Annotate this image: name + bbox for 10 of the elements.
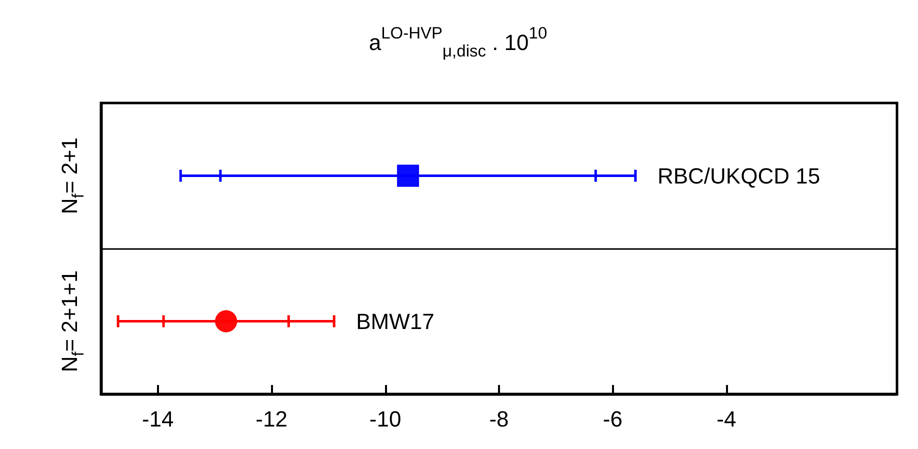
x-tick-label: -10 <box>369 406 402 432</box>
text: BMW17 <box>356 308 434 334</box>
y-tick-label: Nf= 2+1 <box>56 137 88 214</box>
x-tick-label: -6 <box>602 406 622 432</box>
y-tick-label: Nf= 2+1+1 <box>56 270 88 372</box>
text: RBC/UKQCD 15 <box>657 163 820 188</box>
x-tick-label: -8 <box>489 406 509 432</box>
x-tick-label: -12 <box>256 406 288 432</box>
x-tick-label: -4 <box>716 406 736 432</box>
x-tick-label: -14 <box>142 406 174 432</box>
